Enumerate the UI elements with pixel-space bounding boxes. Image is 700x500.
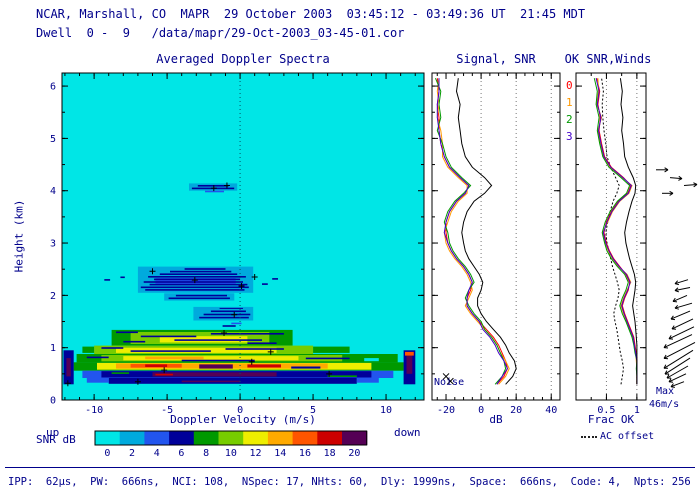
snr-legend-item: 2: [566, 113, 573, 126]
svg-text:12: 12: [250, 448, 262, 459]
svg-text:1: 1: [50, 343, 56, 354]
svg-text:14: 14: [274, 448, 286, 459]
svg-text:16: 16: [299, 448, 311, 459]
fracok-plot-area: 0.5 1: [575, 72, 647, 416]
svg-text:10: 10: [225, 448, 237, 459]
ac-offset-label: AC offset: [600, 431, 655, 442]
colorbar-label: SNR dB: [36, 433, 76, 446]
svg-text:-5: -5: [161, 405, 173, 416]
ac-offset-legend: AC offset: [581, 431, 654, 443]
max-speed-label: 46m/s: [649, 399, 680, 410]
svg-text:0: 0: [478, 405, 484, 416]
snr-legend-item: 3: [566, 130, 573, 143]
svg-text:-20: -20: [437, 405, 455, 416]
spectra-title: Averaged Doppler Spectra: [156, 52, 330, 66]
snr-legend-item: 0: [566, 79, 573, 92]
svg-text:2: 2: [129, 448, 135, 459]
svg-text:0: 0: [237, 405, 243, 416]
svg-text:20: 20: [348, 448, 360, 459]
svg-text:5: 5: [50, 134, 56, 145]
svg-text:0.5: 0.5: [597, 405, 615, 416]
svg-text:18: 18: [324, 448, 336, 459]
svg-text:0: 0: [50, 396, 56, 407]
down-label: down: [394, 426, 421, 439]
svg-text:0: 0: [104, 448, 110, 459]
max-label: Max: [656, 386, 675, 397]
up-label: up: [46, 426, 60, 439]
svg-text:1: 1: [634, 405, 640, 416]
svg-text:8: 8: [203, 448, 209, 459]
svg-text:4: 4: [154, 448, 160, 459]
header-line2: Dwell 0 - 9 /data/mapr/29-Oct-2003_03-45…: [36, 26, 405, 40]
velocity-axis-label: Doppler Velocity (m/s): [170, 413, 316, 426]
svg-text:20: 20: [510, 405, 522, 416]
footer-divider: [5, 467, 695, 468]
snr-title: Signal, SNR: [456, 52, 536, 66]
db-axis-label: dB: [489, 413, 503, 426]
svg-text:6: 6: [178, 448, 184, 459]
spectra-plot-area: -10 -5 0 5 10 0 1 2 3 4 5 6: [50, 72, 425, 416]
svg-text:-10: -10: [85, 405, 103, 416]
snr-legend: 0 1 2 3: [566, 79, 573, 143]
wind-vectors-area: [656, 167, 698, 388]
svg-text:4: 4: [50, 186, 56, 197]
svg-text:2: 2: [50, 291, 56, 302]
ok-snr-winds-title: OK SNR,Winds: [564, 52, 652, 66]
footer-params: IPP: 62µs, PW: 666ns, NCI: 108, NSpec: 1…: [8, 476, 691, 488]
snr-plot-area: -20 0 20 40: [431, 72, 561, 416]
svg-text:3: 3: [50, 239, 56, 250]
svg-text:5: 5: [310, 405, 316, 416]
noise-label: Noise: [434, 377, 465, 388]
snr-colorbar: 0 2 4 6 8 10 12 14 16 18 20: [94, 430, 368, 459]
header-line1: NCAR, Marshall, CO MAPR 29 October 2003 …: [36, 7, 586, 21]
height-axis-label: Height (km): [12, 199, 26, 273]
fracok-axis-label: Frac OK: [587, 413, 635, 426]
dotted-line-marker-icon: [581, 435, 597, 438]
snr-legend-item: 1: [566, 96, 573, 109]
svg-text:6: 6: [50, 82, 56, 93]
svg-text:40: 40: [545, 405, 557, 416]
svg-text:10: 10: [380, 405, 392, 416]
